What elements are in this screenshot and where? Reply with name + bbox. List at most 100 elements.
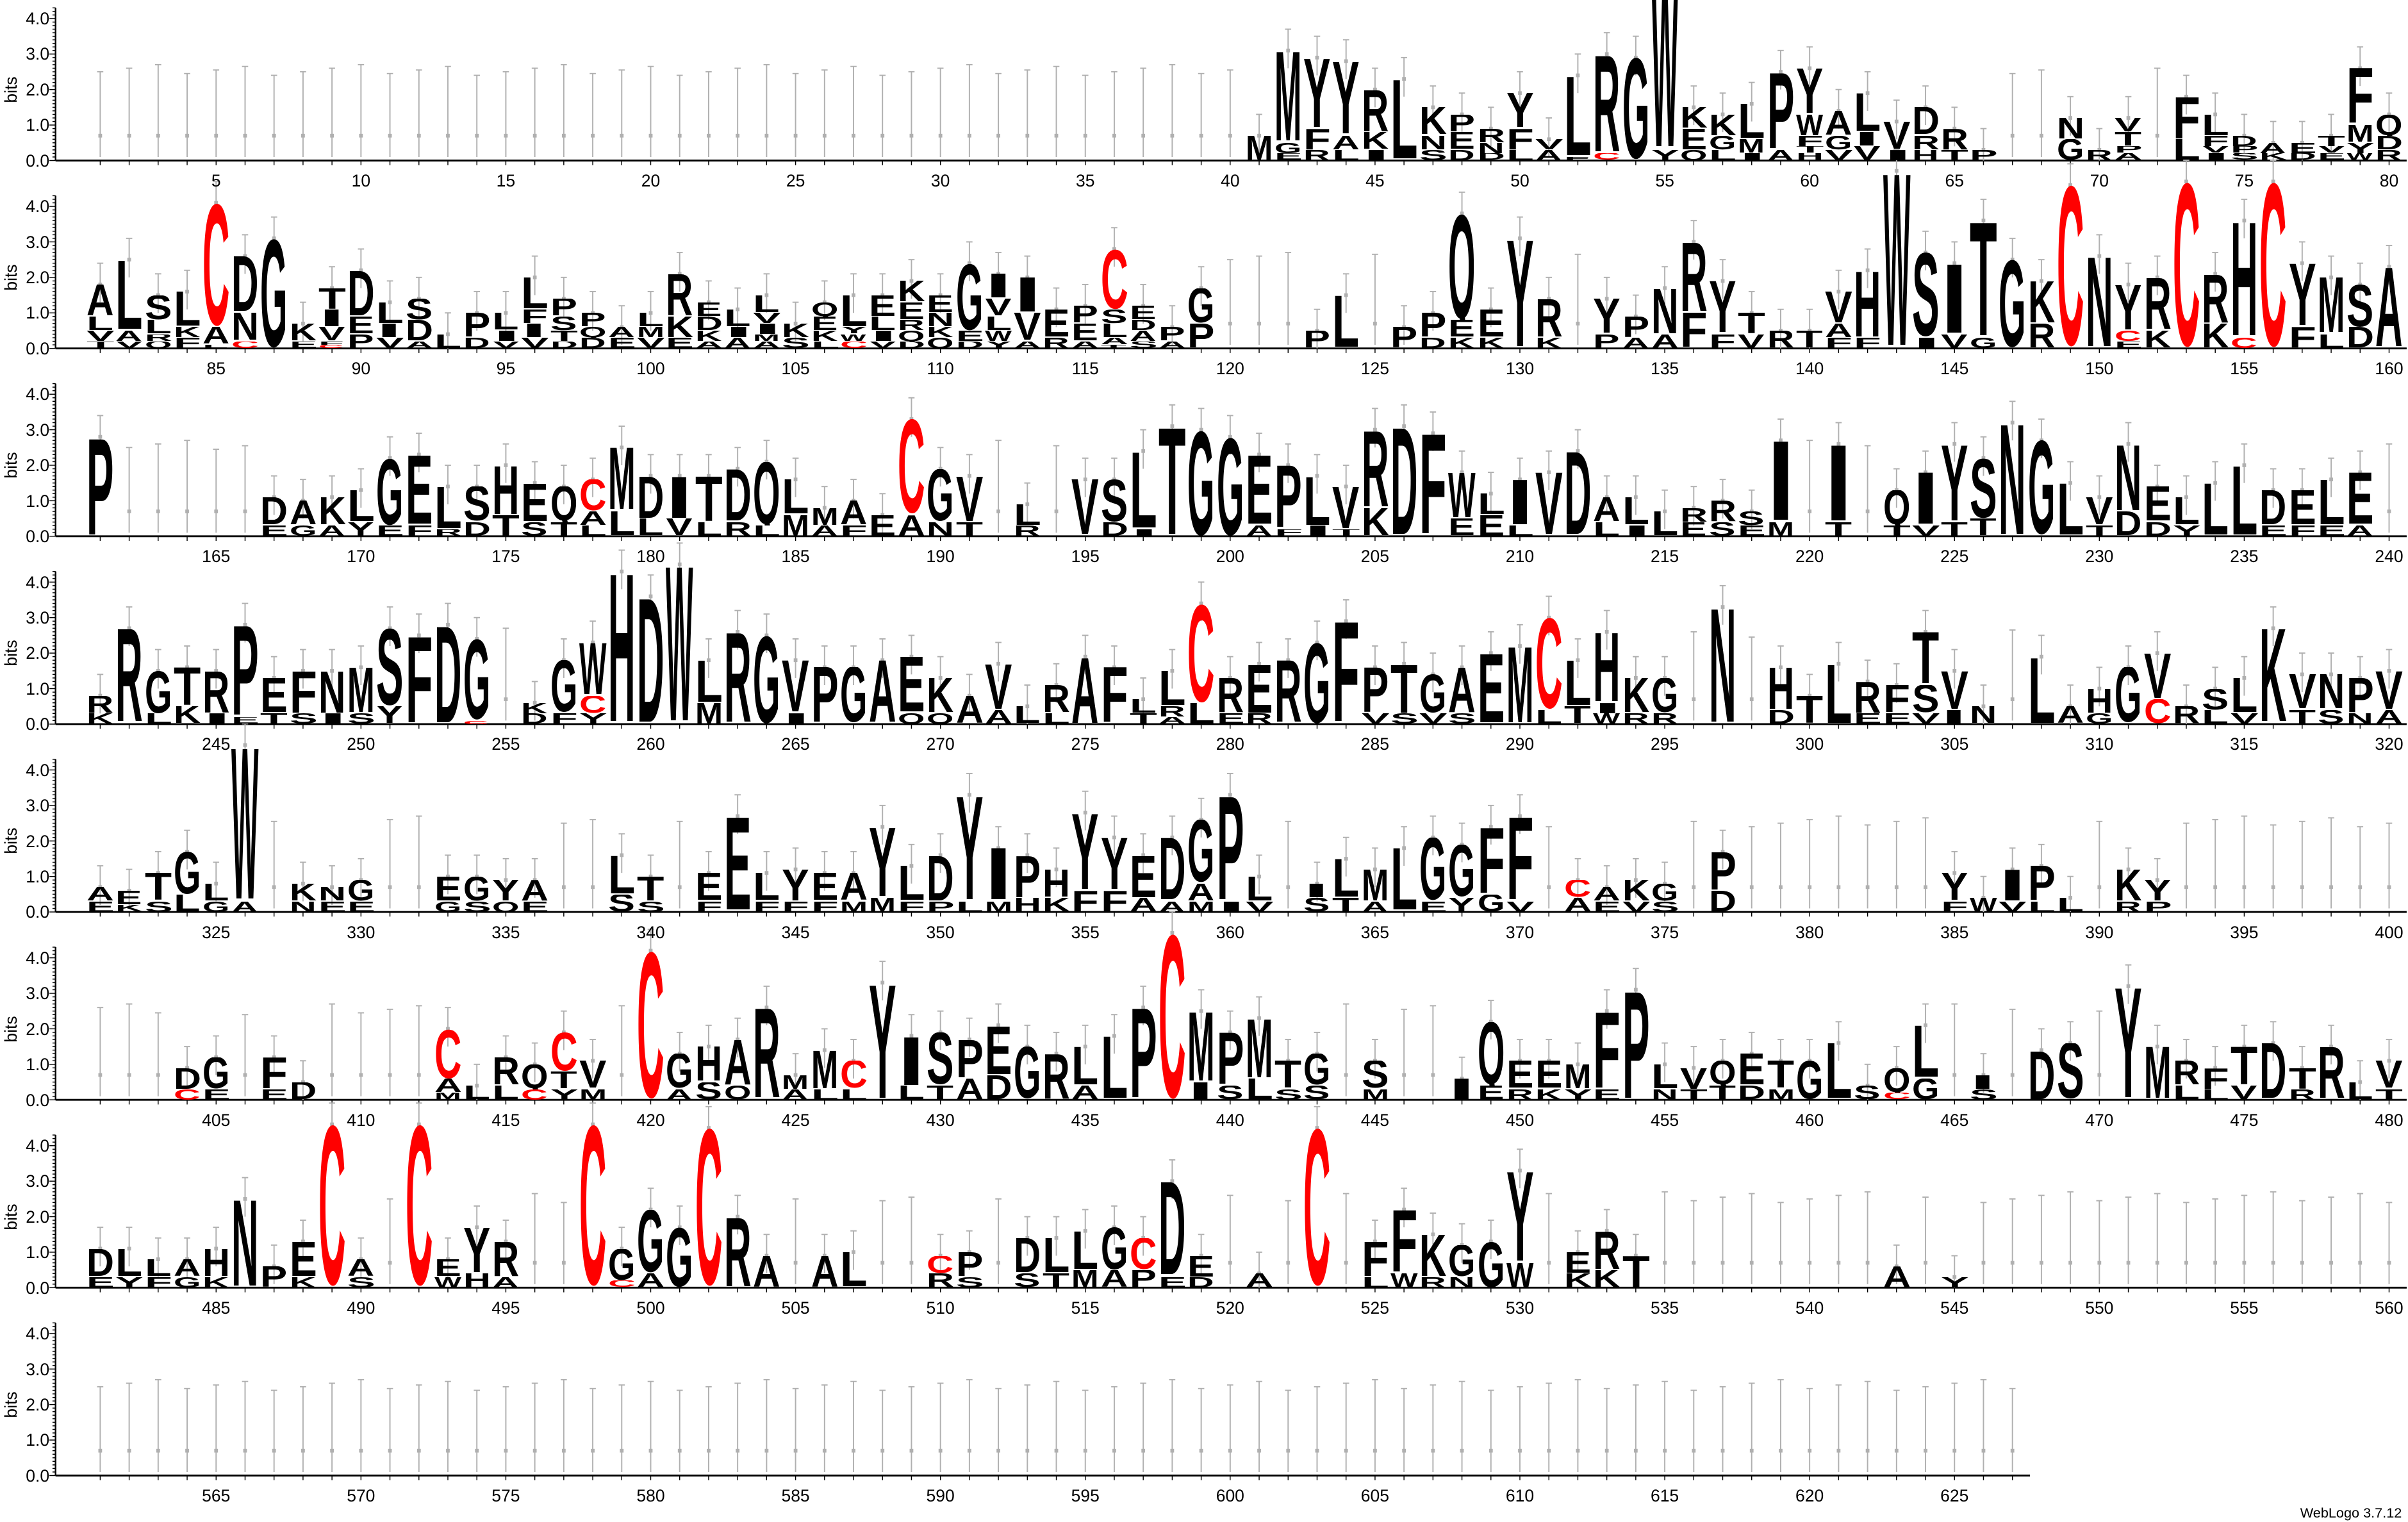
error-bar-marker	[2155, 1261, 2159, 1265]
error-bar-marker	[127, 626, 131, 631]
logo-letter-C: C	[1883, 1093, 1911, 1100]
error-bar-marker	[127, 1246, 131, 1251]
logo-letter-W: W	[231, 745, 259, 902]
y-tick-label: 4.0	[26, 1324, 50, 1344]
logo-row	[49, 911, 2407, 1105]
logo-letter-L: L	[1071, 1046, 1099, 1086]
logo-letter-L: L	[434, 334, 461, 349]
x-tick-label: 400	[2375, 922, 2404, 942]
logo-letter-G: G	[376, 458, 404, 526]
logo-letter-M: M	[347, 667, 375, 714]
logo-letter-S: S	[1303, 898, 1330, 913]
logo-letter-Q: Q	[723, 1086, 752, 1100]
error-bar-marker	[1315, 474, 1319, 478]
logo-letter-E: E	[1129, 855, 1157, 898]
logo-letter-T: T	[1680, 1089, 1708, 1100]
logo-letter-L: L	[868, 316, 896, 331]
logo-letter-Y: Y	[463, 1227, 491, 1274]
logo-letter-G: G	[2086, 713, 2113, 725]
error-bar-marker	[620, 1246, 624, 1251]
logo-letter-R: R	[666, 274, 693, 317]
logo-letter-I: I	[1361, 149, 1389, 161]
error-bar-marker	[1141, 853, 1146, 857]
logo-letter-G: G	[1448, 844, 1476, 898]
error-bar-marker	[764, 459, 769, 464]
logo-letter-T: T	[550, 1071, 577, 1089]
error-bar-marker	[1489, 1448, 1493, 1453]
logo-letter-C: C	[1303, 1128, 1331, 1288]
logo-letter-V: V	[1738, 334, 1765, 349]
logo-letter-I: I	[318, 713, 346, 725]
error-bar-marker	[1981, 1073, 1986, 1077]
error-bar-marker	[532, 1062, 537, 1066]
x-tick-label: 80	[2379, 170, 2399, 190]
error-bar-marker	[880, 293, 885, 297]
logo-letter-S: S	[1419, 149, 1447, 161]
logo-letter-A: A	[723, 338, 751, 349]
error-bar-marker	[2242, 463, 2247, 467]
error-bar-marker	[764, 1253, 769, 1258]
logo-letter-G: G	[2115, 667, 2142, 725]
x-tick-label: 70	[2090, 170, 2109, 190]
logo-letter-G: G	[1651, 678, 1679, 714]
error-bar-marker	[98, 434, 103, 439]
x-tick-label: 195	[1071, 547, 1100, 567]
logo-letter-Y: Y	[1940, 873, 1968, 902]
error-bar-marker	[2329, 672, 2333, 677]
logo-letter-Y: Y	[1593, 299, 1620, 335]
logo-letter-V: V	[115, 341, 143, 349]
logo-letter-Y: Y	[550, 1089, 578, 1100]
logo-letter-M: M	[1245, 135, 1273, 161]
error-bar-marker	[446, 484, 450, 489]
logo-letter-E: E	[1680, 522, 1707, 536]
logo-letter-L: L	[1477, 493, 1505, 515]
error-bar-marker	[1663, 1062, 1667, 1066]
logo-letter-K: K	[927, 327, 954, 338]
x-tick-label: 380	[1795, 922, 1824, 942]
error-bar-marker	[1981, 704, 1986, 709]
logo-letter-C: C	[2115, 331, 2141, 342]
logo-letter-R: R	[723, 631, 752, 725]
logo-letter-G: G	[463, 639, 491, 721]
error-bar-marker	[1112, 1034, 1116, 1038]
error-bar-marker	[561, 1448, 566, 1453]
logo-letter-A: A	[115, 331, 143, 342]
y-tick-label: 3.0	[26, 1171, 50, 1191]
error-bar-marker	[1489, 492, 1493, 496]
error-bar-marker	[1112, 1448, 1116, 1453]
logo-letter-W: W	[1390, 1273, 1418, 1288]
logo-letter-D: D	[1767, 709, 1795, 725]
logo-letter-V: V	[1332, 486, 1360, 529]
logo-letter-S: S	[1100, 479, 1128, 522]
logo-letter-T: T	[1795, 331, 1823, 349]
error-bar-marker	[677, 1448, 682, 1453]
logo-letter-H: H	[695, 1046, 722, 1082]
logo-letter-C: C	[2259, 181, 2287, 349]
logo-letter-K: K	[318, 497, 346, 526]
error-bar-marker	[736, 1448, 740, 1453]
logo-letter-Q: Q	[579, 327, 607, 338]
error-bar-marker	[793, 321, 798, 326]
error-bar-marker	[1402, 1073, 1406, 1077]
logo-letter-K: K	[2259, 628, 2287, 725]
logo-letter-A: A	[231, 901, 258, 913]
logo-letter-L: L	[2172, 497, 2200, 526]
error-bar-marker	[2040, 1261, 2043, 1265]
error-bar-marker	[2155, 275, 2159, 279]
logo-letter-L: L	[115, 260, 143, 331]
error-bar-marker	[909, 417, 914, 421]
logo-letter-H: H	[492, 465, 520, 515]
logo-letter-T: T	[2231, 1046, 2258, 1086]
logo-letter-M: M	[1506, 646, 1534, 725]
error-bar-marker	[938, 293, 943, 297]
error-bar-marker	[1315, 55, 1319, 60]
logo-letter-R: R	[1361, 429, 1389, 508]
x-tick-label: 215	[1650, 547, 1679, 567]
logo-letter-I: I	[1911, 472, 1940, 526]
x-tick-label: 95	[496, 359, 516, 379]
error-bar-marker	[1894, 683, 1899, 687]
logo-letter-P: P	[1014, 855, 1041, 898]
logo-letter-F: F	[318, 341, 344, 345]
logo-letter-A: A	[1100, 338, 1128, 345]
error-bar-marker	[1141, 1005, 1146, 1010]
